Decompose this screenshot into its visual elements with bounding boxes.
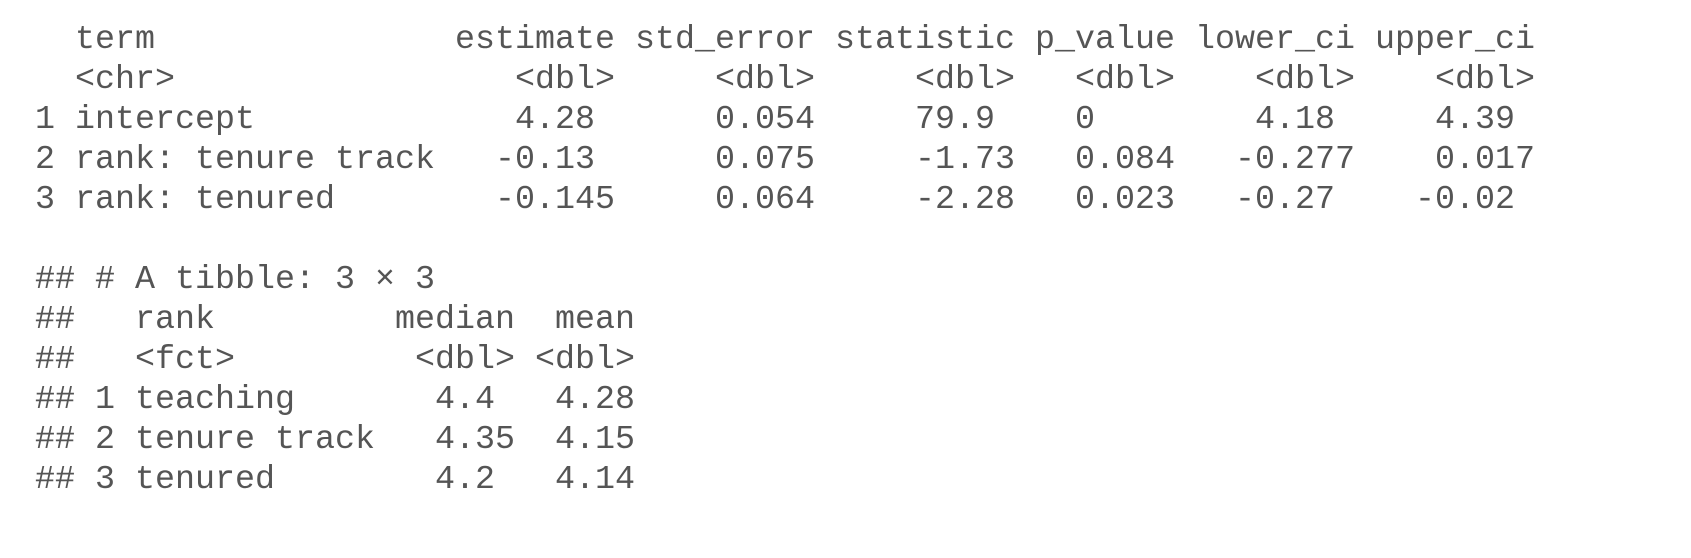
column-type: <dbl>	[1075, 61, 1176, 99]
column-header: statistic	[835, 21, 1016, 59]
line-prefix: ##	[35, 421, 76, 459]
cell-value: 0.017	[1435, 141, 1536, 179]
column-header: estimate	[455, 21, 616, 59]
row-index: 1	[35, 101, 56, 139]
cell-value: -0.145	[495, 181, 616, 219]
column-header: std_error	[635, 21, 816, 59]
cell-value: -0.02	[1415, 181, 1516, 219]
column-header: term	[75, 21, 156, 59]
column-type: <dbl>	[715, 61, 816, 99]
cell-value: 4.14	[555, 461, 636, 499]
cell-text: tenure track	[135, 421, 376, 459]
column-type: <dbl>	[915, 61, 1016, 99]
cell-value: -0.277	[1235, 141, 1356, 179]
column-type: <dbl>	[1435, 61, 1536, 99]
cell-value: -0.13	[495, 141, 596, 179]
cell-value: 4.35	[435, 421, 516, 459]
cell-value: 4.4	[435, 381, 496, 419]
column-header: rank	[135, 301, 216, 339]
line-prefix: ##	[35, 301, 76, 339]
row-index: 3	[95, 461, 116, 499]
cell-text: teaching	[135, 381, 296, 419]
cell-value: 0	[1075, 101, 1096, 139]
cell-text: intercept	[75, 101, 256, 139]
cell-value: 4.28	[515, 101, 596, 139]
cell-value: 0.075	[715, 141, 816, 179]
column-header: median	[395, 301, 516, 339]
cell-value: -1.73	[915, 141, 1016, 179]
line-prefix: ##	[35, 261, 76, 299]
cell-value: 0.023	[1075, 181, 1176, 219]
column-type: <dbl>	[1255, 61, 1356, 99]
row-index: 1	[95, 381, 116, 419]
column-header: lower_ci	[1195, 21, 1356, 59]
cell-value: 0.064	[715, 181, 816, 219]
cell-value: 4.18	[1255, 101, 1336, 139]
cell-value: -2.28	[915, 181, 1016, 219]
cell-value: 0.084	[1075, 141, 1176, 179]
column-header: p_value	[1035, 21, 1176, 59]
cell-text: rank: tenure track	[75, 141, 436, 179]
column-header: mean	[555, 301, 636, 339]
column-type: <dbl>	[535, 341, 636, 379]
cell-value: 4.39	[1435, 101, 1516, 139]
cell-value: -0.27	[1235, 181, 1336, 219]
cell-text: rank: tenured	[75, 181, 336, 219]
column-type: <dbl>	[515, 61, 616, 99]
row-index: 2	[95, 421, 116, 459]
cell-value: 4.28	[555, 381, 636, 419]
cell-value: 4.15	[555, 421, 636, 459]
row-index: 2	[35, 141, 56, 179]
column-type: <fct>	[135, 341, 236, 379]
line-prefix: ##	[35, 381, 76, 419]
row-index: 3	[35, 181, 56, 219]
tibble-caption: # A tibble: 3 × 3	[95, 261, 436, 299]
cell-text: tenured	[135, 461, 276, 499]
column-type: <chr>	[75, 61, 176, 99]
cell-value: 4.2	[435, 461, 496, 499]
column-header: upper_ci	[1375, 21, 1536, 59]
line-prefix: ##	[35, 341, 76, 379]
line-prefix: ##	[35, 461, 76, 499]
cell-value: 0.054	[715, 101, 816, 139]
column-type: <dbl>	[415, 341, 516, 379]
cell-value: 79.9	[915, 101, 996, 139]
